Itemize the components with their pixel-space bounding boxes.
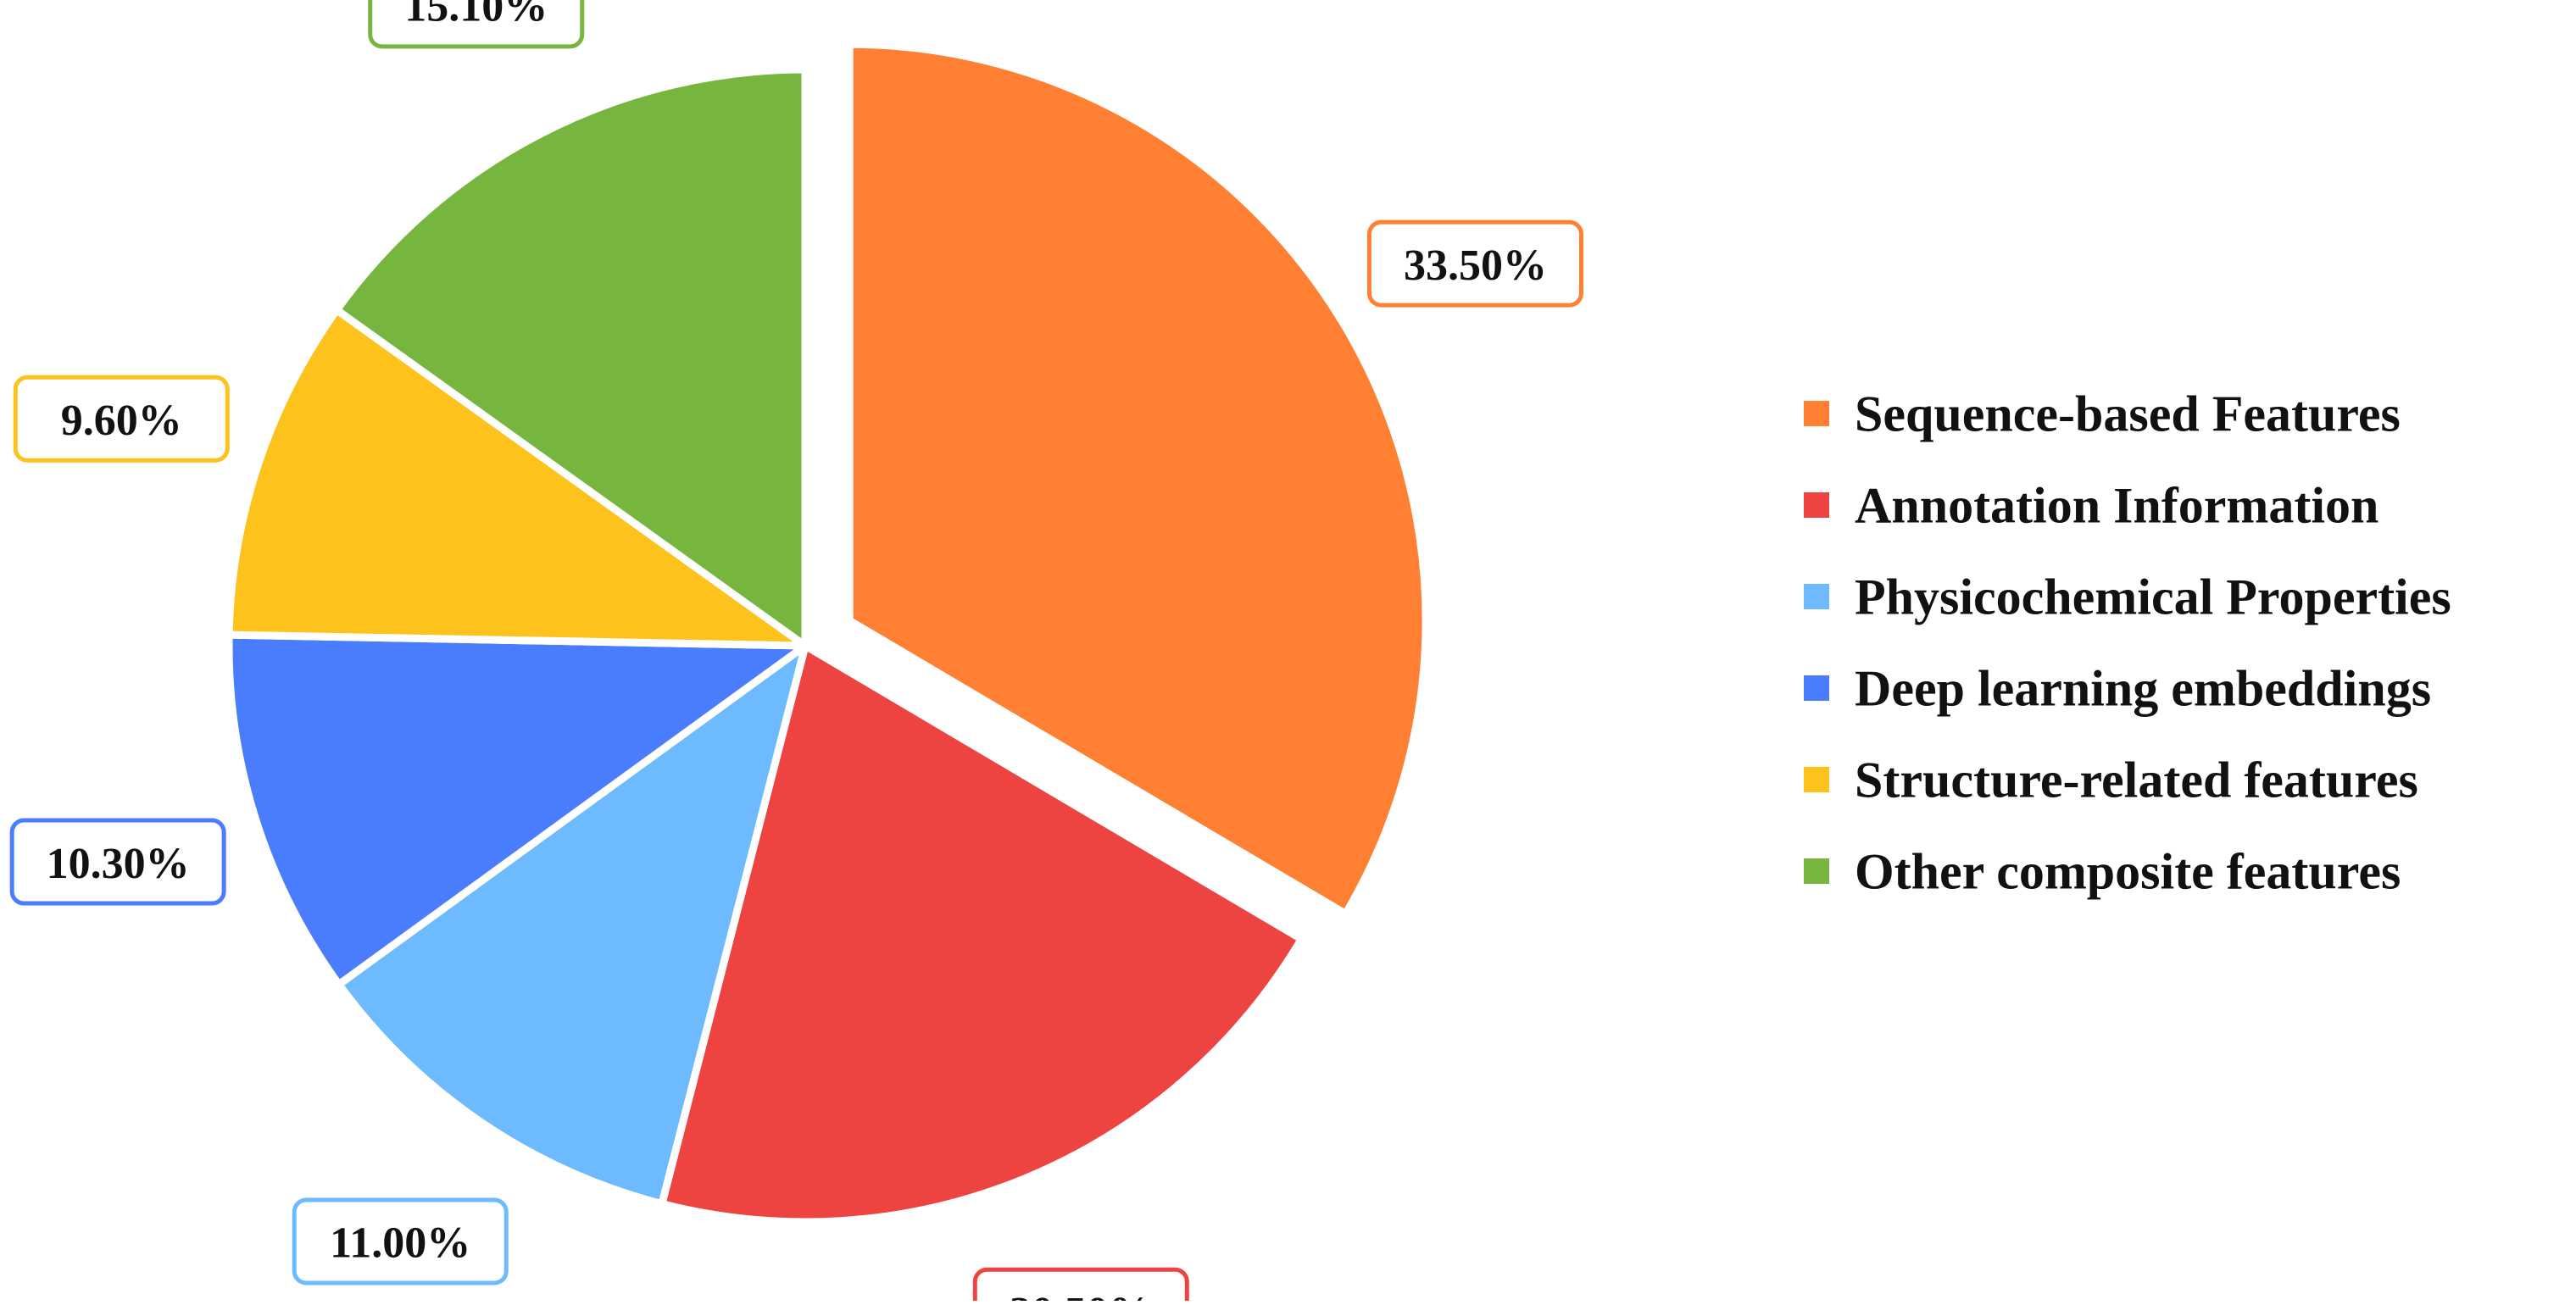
data-label-structure-related-features: 9.60% [13, 375, 230, 463]
legend-label: Annotation Information [1855, 477, 2378, 533]
legend-label: Other composite features [1855, 843, 2401, 899]
data-label-physicochemical-properties: 11.00% [292, 1197, 509, 1286]
legend-swatch [1804, 401, 1829, 426]
data-label-text: 15.10% [404, 0, 548, 31]
data-label-annotation-information: 20.50% [972, 1267, 1189, 1305]
data-label-text: 9.60% [61, 397, 182, 445]
pie-slice-deep-learning-embeddings [225, 630, 810, 989]
legend-swatch [1804, 492, 1829, 518]
data-labels: 33.50% 20.50% 11.00% 10.30% 9.60% 15.10% [9, 0, 1583, 1305]
data-label-text: 20.50% [1010, 1289, 1153, 1301]
pie-slice-annotation-information [658, 641, 1305, 1226]
legend-item-other-composite-features: Other composite features [1804, 843, 2401, 899]
pie-slice-structure-related-features [225, 306, 810, 650]
data-label-box [972, 1267, 1189, 1305]
legend-item-physicochemical-properties: Physicochemical Properties [1804, 569, 2451, 625]
legend-item-deep-learning-embeddings: Deep learning embeddings [1804, 660, 2431, 716]
legend-label: Physicochemical Properties [1855, 569, 2451, 625]
data-label-box [9, 818, 226, 906]
pie-slice-physicochemical-properties [335, 641, 810, 1208]
data-label-box [292, 1197, 509, 1286]
legend-item-annotation-information: Annotation Information [1804, 477, 2378, 533]
data-label-box [368, 0, 585, 49]
data-label-box [1366, 219, 1583, 308]
legend-label: Structure-related features [1855, 752, 2418, 808]
pie-slice-sequence-based-features [845, 40, 1430, 918]
legend-label: Deep learning embeddings [1855, 660, 2431, 716]
legend-item-sequence-based-features: Sequence-based Features [1804, 386, 2401, 441]
legend-label: Sequence-based Features [1855, 386, 2401, 441]
data-label-sequence-based-features: 33.50% [1366, 219, 1583, 308]
data-label-text: 10.30% [47, 840, 190, 888]
data-label-deep-learning-embeddings: 10.30% [9, 818, 226, 906]
data-label-box [13, 375, 230, 463]
legend-swatch [1804, 858, 1829, 884]
legend-item-structure-related-features: Structure-related features [1804, 752, 2418, 808]
legend: Sequence-based Features Annotation Inform… [1804, 386, 2451, 899]
pie-slice-other-composite-features [332, 65, 810, 650]
legend-swatch [1804, 675, 1829, 701]
data-label-text: 11.00% [330, 1219, 470, 1268]
data-label-other-composite-features: 15.10% [368, 0, 585, 49]
legend-swatch [1804, 767, 1829, 792]
pie-slices [225, 40, 1430, 1226]
data-label-text: 33.50% [1404, 242, 1547, 290]
legend-swatch [1804, 584, 1829, 609]
